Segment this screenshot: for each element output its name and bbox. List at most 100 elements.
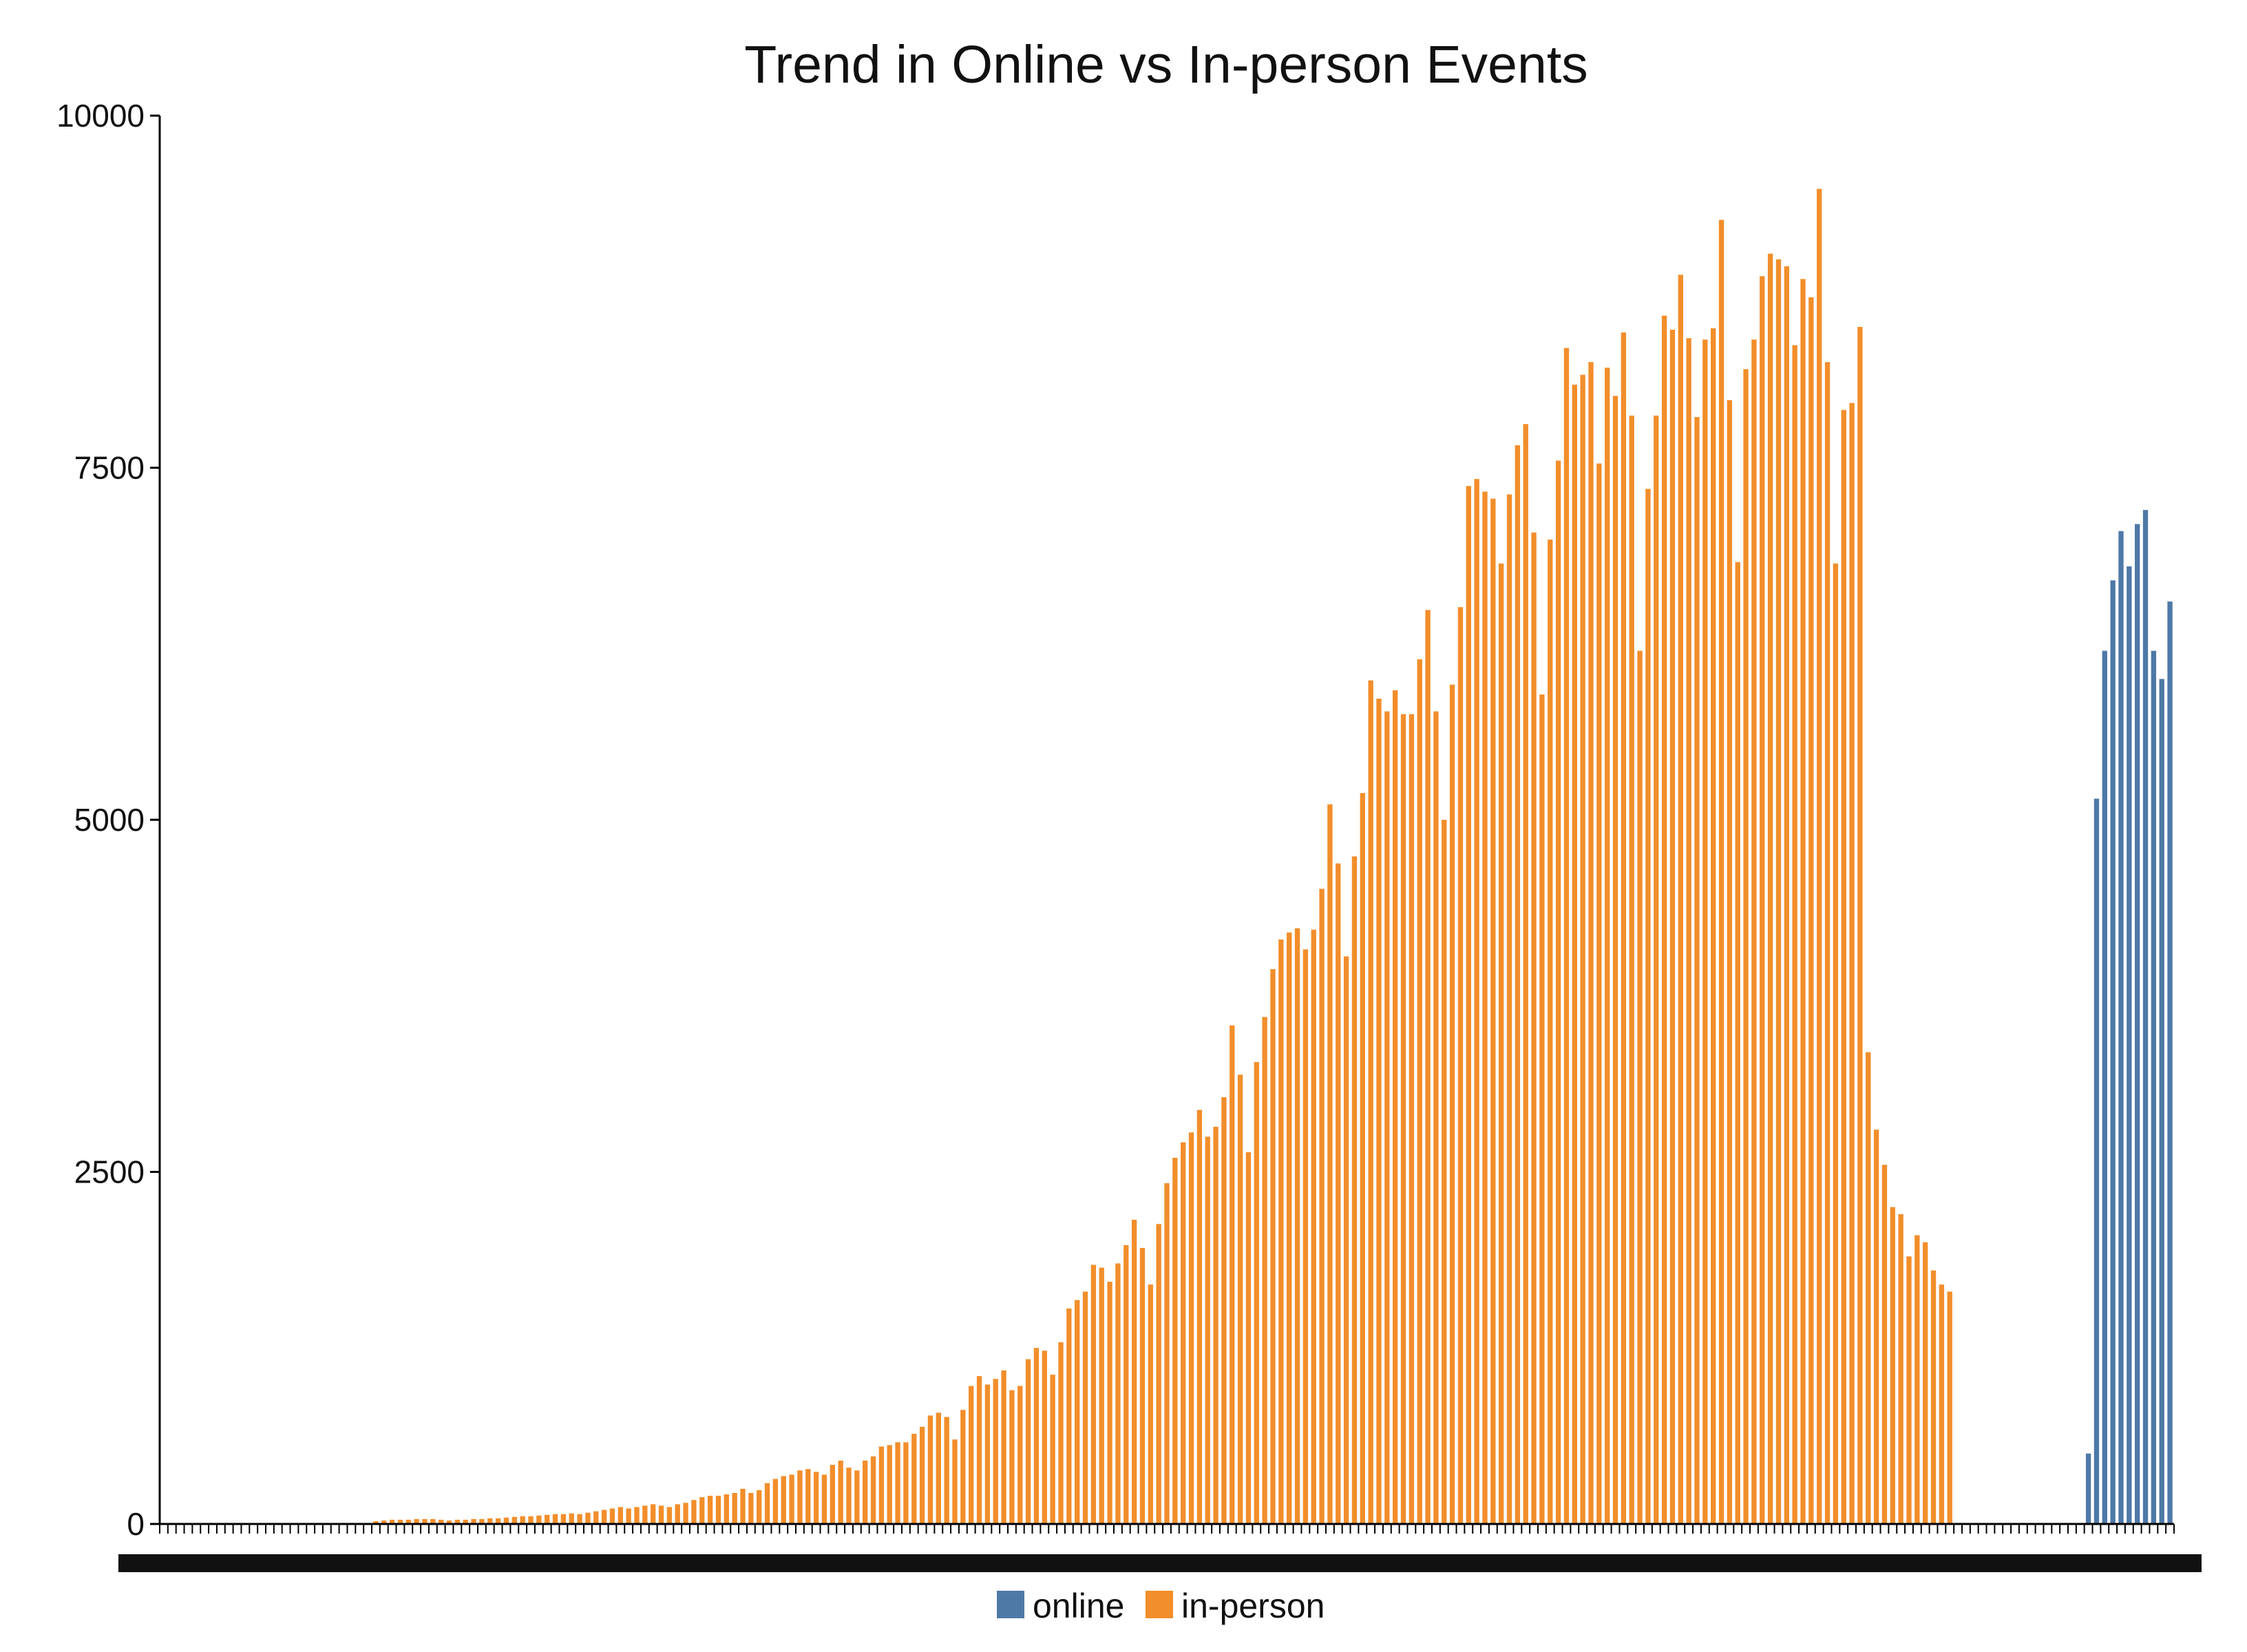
bar-in-person <box>952 1439 958 1524</box>
bar-in-person <box>813 1472 819 1524</box>
bar-in-person <box>1523 424 1528 1524</box>
bar-in-person <box>936 1412 941 1524</box>
bar-in-person <box>1311 929 1316 1524</box>
bar-in-person <box>1654 415 1659 1524</box>
bar-in-person <box>805 1469 811 1524</box>
bar-in-person <box>699 1497 705 1524</box>
bar-in-person <box>1213 1127 1219 1524</box>
bar-in-person <box>1384 711 1390 1524</box>
bar-in-person <box>724 1494 729 1524</box>
bar-in-person <box>1148 1284 1153 1524</box>
bar-in-person <box>911 1434 917 1524</box>
bar-in-person <box>1327 804 1333 1524</box>
y-tick-label: 5000 <box>74 802 145 838</box>
bar-in-person <box>1205 1136 1210 1524</box>
bar-in-person <box>903 1442 909 1524</box>
bar-in-person <box>1947 1291 1952 1524</box>
bar-in-person <box>691 1500 697 1524</box>
bar-in-person <box>1490 498 1496 1524</box>
bar-in-person <box>1866 1052 1871 1524</box>
bar-in-person <box>1572 384 1577 1524</box>
bar-in-person <box>976 1376 982 1524</box>
bar-in-person <box>1506 494 1512 1524</box>
bar-in-person <box>479 1518 485 1524</box>
bar-in-person <box>1433 711 1439 1524</box>
bar-in-person <box>1482 491 1488 1524</box>
bar-online <box>2127 566 2132 1524</box>
bar-in-person <box>397 1519 403 1524</box>
bar-in-person <box>1637 650 1643 1524</box>
bar-in-person <box>870 1456 876 1524</box>
bar-in-person <box>1181 1142 1186 1524</box>
bar-in-person <box>1442 820 1447 1524</box>
bar-in-person <box>1287 932 1292 1524</box>
bar-in-person <box>1775 259 1782 1525</box>
bar-in-person <box>495 1518 501 1524</box>
bar-in-person <box>1066 1308 1072 1524</box>
bar-in-person <box>609 1508 615 1524</box>
bar-in-person <box>1580 374 1585 1525</box>
bar-in-person <box>1711 328 1716 1525</box>
bar-in-person <box>511 1516 517 1524</box>
bar-in-person <box>887 1445 892 1524</box>
bar-in-person <box>422 1518 428 1524</box>
legend-swatch-online <box>997 1591 1024 1618</box>
bar-online <box>2093 798 2100 1524</box>
bar-in-person <box>1751 339 1757 1524</box>
bar-in-person <box>1743 369 1749 1524</box>
bar-in-person <box>1612 396 1618 1524</box>
bar-in-person <box>1857 326 1863 1524</box>
bar-in-person <box>757 1490 762 1524</box>
bar-in-person <box>1343 956 1349 1524</box>
bar-in-person <box>1596 463 1602 1524</box>
bar-in-person <box>789 1474 794 1524</box>
bar-in-person <box>1817 189 1822 1524</box>
bar-in-person <box>1515 445 1521 1524</box>
bar-in-person <box>1196 1110 1203 1524</box>
bar-in-person <box>797 1470 803 1524</box>
bar-online <box>2102 650 2107 1524</box>
bar-in-person <box>1245 1152 1252 1524</box>
bar-in-person <box>1499 563 1504 1524</box>
bar-in-person <box>1425 610 1431 1524</box>
bar-in-person <box>381 1520 387 1524</box>
legend-label-online: online <box>1033 1587 1124 1625</box>
bar-in-person <box>1319 889 1325 1524</box>
bar-in-person <box>969 1386 974 1524</box>
bar-in-person <box>1449 684 1455 1524</box>
bar-in-person <box>1302 949 1309 1524</box>
bar-in-person <box>642 1505 648 1524</box>
bar-in-person <box>1270 968 1276 1524</box>
bar-in-person <box>1393 690 1398 1524</box>
bar-in-person <box>1278 939 1284 1524</box>
bar-in-person <box>1555 460 1561 1524</box>
bar-in-person <box>1009 1390 1015 1524</box>
bar-in-person <box>389 1519 395 1524</box>
bar-in-person <box>666 1507 673 1524</box>
bar-in-person <box>1792 345 1797 1524</box>
bar-in-person <box>1230 1025 1235 1524</box>
bar-online <box>2159 679 2164 1524</box>
bar-in-person <box>1735 562 1740 1524</box>
bar-in-person <box>520 1516 525 1524</box>
bar-in-person <box>1254 1061 1259 1524</box>
bar-in-person <box>781 1476 786 1524</box>
bar-in-person <box>895 1442 900 1524</box>
bar-in-person <box>454 1519 461 1524</box>
bars-group <box>373 189 2173 1525</box>
bar-in-person <box>651 1504 656 1524</box>
bar-in-person <box>1400 714 1406 1524</box>
bar-in-person <box>1629 415 1634 1524</box>
bar-in-person <box>1661 315 1667 1524</box>
bar-in-person <box>1351 856 1358 1524</box>
bar-in-person <box>1841 410 1846 1524</box>
bar-online <box>2085 1453 2091 1524</box>
bar-in-person <box>878 1446 885 1524</box>
bar-in-person <box>560 1514 567 1524</box>
bar-in-person <box>658 1505 664 1524</box>
y-tick-label: 0 <box>127 1506 145 1542</box>
bar-in-person <box>1164 1183 1170 1524</box>
bar-in-person <box>1115 1263 1121 1524</box>
bar-in-person <box>1718 220 1724 1524</box>
bar-in-person <box>1694 416 1700 1524</box>
